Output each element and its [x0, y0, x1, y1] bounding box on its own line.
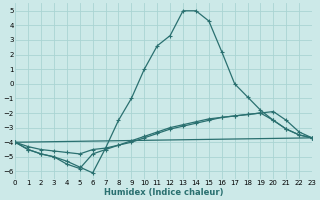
X-axis label: Humidex (Indice chaleur): Humidex (Indice chaleur): [104, 188, 223, 197]
